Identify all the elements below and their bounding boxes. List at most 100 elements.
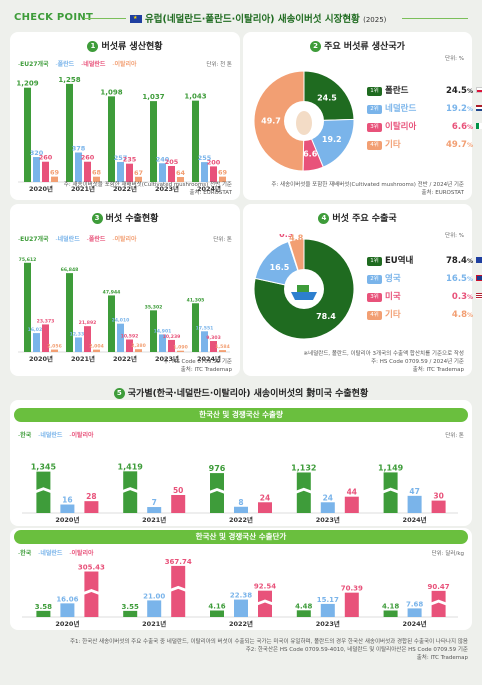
legend-nl: -네덜란드 [81,61,106,68]
data-label: 1,098 [100,88,122,96]
bar [171,495,186,513]
bar [33,333,40,352]
panel-exports: 3 버섯 수출현황 -EU27개국 -네덜란드 -폴란드 -이탈리아 단위: 톤 … [10,204,240,376]
data-label: 69 [218,169,228,177]
rank-item: 1위 EU역내 78.4% [367,254,482,266]
panel-title: 1 버섯류 생산현황 [10,39,240,52]
x-tick-label: 2020년 [29,354,53,363]
slice-label: 19.2 [322,135,342,144]
rank-badge: 4위 [367,311,382,320]
data-label: 17,551 [196,325,214,331]
panel-title: 4 버섯 주요 수출국 [243,211,472,224]
bar-break-mark [209,488,225,495]
data-label: 976 [209,464,226,473]
data-label: 2,056 [47,344,62,350]
data-label: 24 [323,493,333,502]
rank-badge: 3위 [367,123,382,132]
slice-label: 49.7 [261,117,281,126]
slice-label: 16.5 [270,263,290,272]
rank-value: 0.3% [451,292,473,302]
x-tick-label: 2022년 [113,354,137,363]
bar-break-mark [430,599,447,606]
data-label: 1,090 [173,345,188,351]
bar [135,349,142,352]
rank-name: 미국 [385,292,401,302]
bar [407,495,422,513]
x-tick-label: 2023년 [155,354,179,363]
rank-name: EU역내 [385,256,414,266]
data-label: 23,373 [37,318,55,324]
bar [147,507,162,513]
data-label: 1,037 [142,93,164,101]
exports-bar-chart: 2020년 75,612 16,023 23,373 2,056 2021년 66,848 1… [18,257,230,363]
usa-flag-icon [476,293,482,299]
data-label: 378 [72,145,86,153]
data-label: 7 [152,498,157,507]
bar [150,310,157,352]
data-label: 22.38 [230,592,252,600]
page-title: 유럽(네덜란드·폴란드·이탈리아) 새송이버섯 시장현황 (2025) [130,11,386,25]
data-label: 1,258 [58,76,80,84]
bar [123,610,138,617]
section5-title: 5 국가별(한국·네덜란드·이탈리아) 새송이버섯의 對미국 수출현황 [0,386,482,399]
bar [383,472,398,513]
legend-it: -이탈리아 [69,550,94,557]
legend-it: -이탈리아 [69,432,94,439]
unit-label: 단위: % [445,233,464,239]
legend-eu: -EU27개국 [18,236,49,243]
data-label: 260 [39,154,53,162]
x-tick-label: 2021년 [142,515,166,524]
bar [192,100,199,182]
bar [93,349,100,352]
slice-label: 4.8 [289,234,304,243]
x-tick-label: 2022년 [229,515,253,524]
data-label: 24 [260,493,270,502]
data-label: 10,592 [121,334,139,340]
data-label: 66,848 [61,267,79,273]
bar [108,295,115,352]
bar [258,590,272,617]
chart-legend: -한국 -네덜란드 -이탈리아 [18,430,99,439]
legend-kr: -한국 [18,432,32,439]
bar [60,603,75,617]
x-tick-label: 2022년 [113,184,137,193]
bar [33,157,40,182]
x-tick-label: 2021년 [71,354,95,363]
bar [126,163,133,182]
rank-value: 49.7% [446,140,473,150]
unit-label: 단위: 천 톤 [206,62,232,68]
data-label: 1,043 [184,93,206,101]
bar [219,176,226,182]
footnotes: 주1: 한국산 새송이버섯의 주요 수출국 중 네덜란드, 이탈리아의 버섯이 … [69,639,468,661]
pie-slice [253,238,355,340]
bar [210,473,224,513]
rank-name: 이탈리아 [385,122,417,132]
bar [296,472,311,513]
rank-badge: 4위 [367,141,382,150]
bar [42,161,49,182]
data-label: 4.18 [382,602,399,610]
bar-break-mark [83,588,100,595]
data-label: 47,944 [103,289,121,295]
bar [210,610,224,617]
bar-break-mark [382,487,399,494]
data-label: 7.68 [406,600,423,608]
bar [383,610,398,617]
x-tick-label: 2020년 [55,515,79,524]
bar [108,96,115,182]
rank-badge: 2위 [367,105,382,114]
data-label: 205 [165,158,179,166]
legend-it: -이탈리아 [112,61,137,68]
x-tick-label: 2024년 [197,184,221,193]
data-label: 1,419 [118,462,144,471]
legend-nl: -네덜란드 [38,432,63,439]
data-label: 1,584 [215,344,230,350]
bar [84,326,91,352]
panel-export-destinations: 4 버섯 주요 수출국 단위: % 78.4 16.5 0.3 4.8 1위 EU역내 78… [243,204,482,376]
rank-value: 24.5% [446,86,473,96]
bar [24,262,31,352]
rank-item: 3위 이탈리아 6.6% [367,120,482,132]
rank-name: 네덜란드 [385,104,417,114]
bar [84,501,99,513]
header: CHECK POINT 유럽(네덜란드·폴란드·이탈리아) 새송이버섯 시장현황… [0,0,482,34]
